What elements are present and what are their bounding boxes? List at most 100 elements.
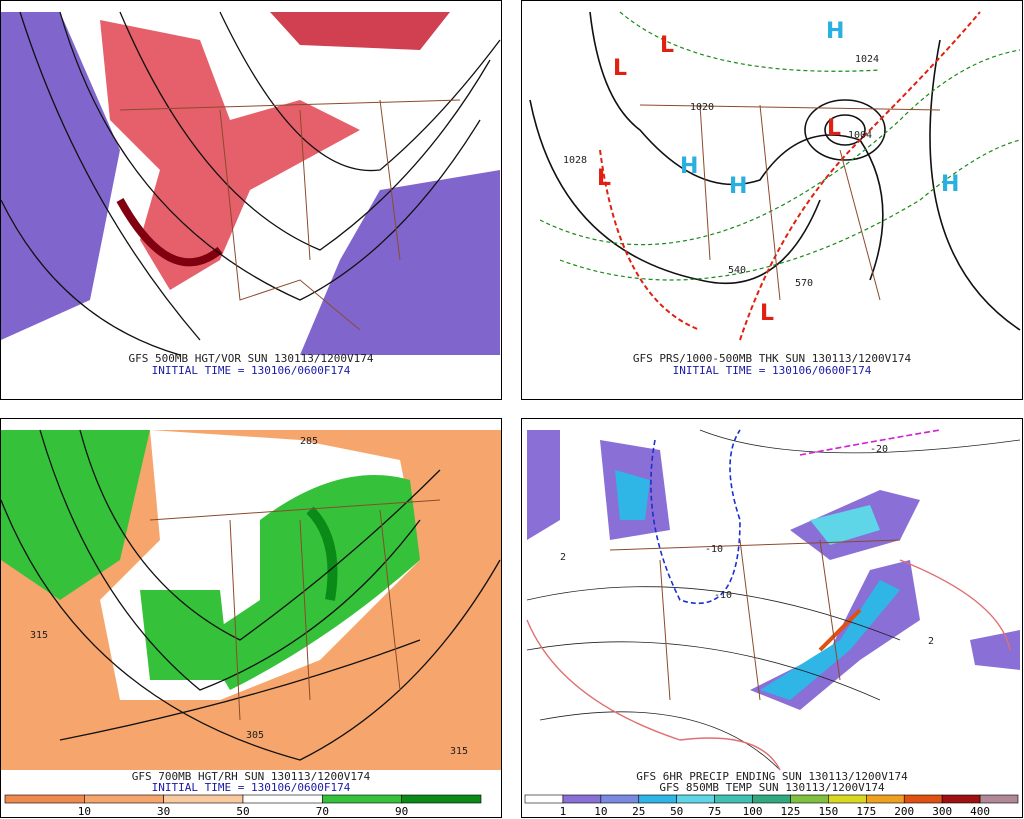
low-marker: L [827, 116, 841, 141]
low-marker: L [760, 301, 774, 326]
colorbar-label: 200 [894, 805, 914, 818]
contour-label: 315 [450, 746, 468, 757]
contour-label: 2 [928, 636, 934, 647]
colorbar-label: 10 [78, 805, 91, 818]
low-marker: L [597, 166, 611, 191]
vorticity-max [116, 198, 223, 267]
colorbar-segment [84, 794, 164, 804]
contour-label: 1028 [563, 155, 587, 166]
panel-700mb: 285 315 315 305 GFS 700MB HGT/RH SUN 130… [0, 418, 502, 818]
thickness-540 [599, 149, 701, 331]
borders [639, 104, 941, 301]
colorbar-segment [163, 794, 244, 804]
colorbar-label: 175 [856, 805, 876, 818]
caption: GFS PRS/1000-500MB THK SUN 130113/1200V1… [633, 352, 912, 365]
colorbar-segment [752, 794, 791, 804]
colorbar-segment [401, 794, 482, 804]
colorbar-label: 10 [594, 805, 607, 818]
colorbar-label: 90 [395, 805, 408, 818]
borders [119, 99, 461, 331]
humidity-region [1, 430, 150, 600]
thickness-540 [739, 11, 981, 341]
colorbar-label: 70 [316, 805, 329, 818]
high-marker: H [680, 154, 698, 179]
precip-region [810, 505, 880, 545]
colorbar-label: 50 [236, 805, 249, 818]
colorbar-segment [676, 794, 715, 804]
panel-frame [521, 0, 1023, 400]
colorbar-segment [562, 794, 602, 804]
colorbar-label: 100 [743, 805, 763, 818]
high-marker: H [729, 174, 747, 199]
panel-precip: -20 -10 -10 2 2 GFS 6HR PRECIP ENDING SU… [521, 418, 1023, 818]
colorbar-label: 300 [932, 805, 952, 818]
caption: INITIAL TIME = 130106/0600F174 [152, 364, 351, 377]
colorbar: 10 30 50 70 90 [4, 794, 482, 818]
humidity-region [140, 590, 230, 680]
low-marker: L [613, 56, 627, 81]
colorbar-label: 50 [670, 805, 683, 818]
precip-region [615, 470, 650, 520]
precip-region [760, 580, 900, 700]
colorbar-segment [903, 794, 943, 804]
precip-max [818, 608, 862, 652]
colorbar-segment [600, 794, 640, 804]
colorbar-label: 125 [781, 805, 801, 818]
pressure-contours [529, 11, 1021, 331]
colorbar-segment [790, 794, 829, 804]
contour-label: 305 [246, 730, 264, 741]
contour-label: 285 [300, 436, 318, 447]
borders [609, 539, 901, 701]
borders [149, 499, 441, 721]
colorbar-segment [941, 794, 981, 804]
contour-label: -20 [870, 444, 888, 455]
colorbar-segment [714, 794, 753, 804]
colorbar-label: 30 [157, 805, 170, 818]
colorbar-segment [322, 794, 402, 804]
caption: GFS 850MB TEMP SUN 130113/1200V174 [659, 781, 885, 794]
vorticity-region [100, 20, 360, 290]
contour-label: 315 [30, 630, 48, 641]
colorbar-segment [866, 794, 905, 804]
contour-label: 570 [795, 278, 813, 289]
caption: GFS 700MB HGT/RH SUN 130113/1200V174 [132, 770, 371, 783]
panel-surface: H H H H L L L L L 1020 1028 1024 1004 54… [521, 0, 1023, 400]
contour-label: 1004 [848, 130, 872, 141]
contour-label: 540 [728, 265, 746, 276]
height-contours [0, 11, 501, 356]
vorticity-region [270, 12, 450, 50]
vorticity-region [300, 170, 500, 355]
caption: INITIAL TIME = 130106/0600F174 [673, 364, 872, 377]
colorbar: 1 10 25 50 75 100 125 150 175 200 300 400 [524, 794, 1019, 818]
colorbar-label: 1 [560, 805, 567, 818]
contour-label: 2 [560, 552, 566, 563]
temperature-contours [526, 429, 1021, 771]
contour-label: 1020 [690, 102, 714, 113]
thickness-contours [539, 11, 1021, 281]
precip-region [527, 430, 560, 540]
colorbar-segment [828, 794, 867, 804]
temp-minus10 [650, 429, 741, 605]
temp-minus20 [799, 429, 941, 456]
colorbar-segment [979, 794, 1019, 804]
caption: GFS 6HR PRECIP ENDING SUN 130113/1200V17… [636, 770, 908, 783]
caption: INITIAL TIME = 130106/0600F174 [152, 781, 351, 794]
height-contours [0, 429, 501, 761]
contour-label: -10 [705, 544, 723, 555]
panel-500mb: GFS 500MB HGT/VOR SUN 130113/1200V174 IN… [0, 0, 502, 400]
low-marker: L [660, 33, 674, 58]
colorbar-label: 75 [708, 805, 721, 818]
temp-freezing [526, 559, 1011, 771]
caption: GFS 500MB HGT/VOR SUN 130113/1200V174 [128, 352, 373, 365]
contour-label: 1024 [855, 54, 879, 65]
colorbar-segment [242, 794, 323, 804]
colorbar-segment [638, 794, 677, 804]
high-marker: H [826, 19, 844, 44]
colorbar-label: 25 [632, 805, 645, 818]
contour-label: -10 [714, 590, 732, 601]
humidity-region [200, 475, 420, 690]
humidity-max [306, 506, 338, 601]
colorbar-segment [524, 794, 564, 804]
colorbar-label: 400 [970, 805, 990, 818]
